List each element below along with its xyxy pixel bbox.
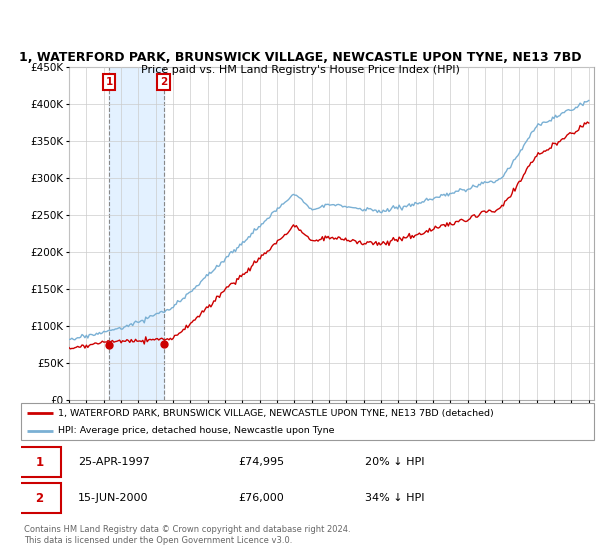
Text: 1: 1: [106, 77, 113, 87]
Text: 34% ↓ HPI: 34% ↓ HPI: [365, 493, 424, 503]
Text: 1: 1: [35, 455, 43, 469]
Text: 1, WATERFORD PARK, BRUNSWICK VILLAGE, NEWCASTLE UPON TYNE, NE13 7BD (detached): 1, WATERFORD PARK, BRUNSWICK VILLAGE, NE…: [58, 409, 494, 418]
Text: HPI: Average price, detached house, Newcastle upon Tyne: HPI: Average price, detached house, Newc…: [58, 426, 335, 435]
FancyBboxPatch shape: [18, 483, 61, 514]
Bar: [109, 67, 164, 400]
FancyBboxPatch shape: [21, 403, 594, 440]
Text: 25-APR-1997: 25-APR-1997: [79, 457, 150, 467]
Text: Price paid vs. HM Land Registry's House Price Index (HPI): Price paid vs. HM Land Registry's House …: [140, 65, 460, 75]
Text: 2: 2: [160, 77, 167, 87]
Text: £74,995: £74,995: [239, 457, 285, 467]
Text: £76,000: £76,000: [239, 493, 284, 503]
Text: 15-JUN-2000: 15-JUN-2000: [79, 493, 149, 503]
Text: Contains HM Land Registry data © Crown copyright and database right 2024.
This d: Contains HM Land Registry data © Crown c…: [24, 525, 350, 545]
Text: 2: 2: [35, 492, 43, 505]
Text: 1, WATERFORD PARK, BRUNSWICK VILLAGE, NEWCASTLE UPON TYNE, NE13 7BD: 1, WATERFORD PARK, BRUNSWICK VILLAGE, NE…: [19, 50, 581, 64]
FancyBboxPatch shape: [18, 447, 61, 477]
Text: 20% ↓ HPI: 20% ↓ HPI: [365, 457, 424, 467]
